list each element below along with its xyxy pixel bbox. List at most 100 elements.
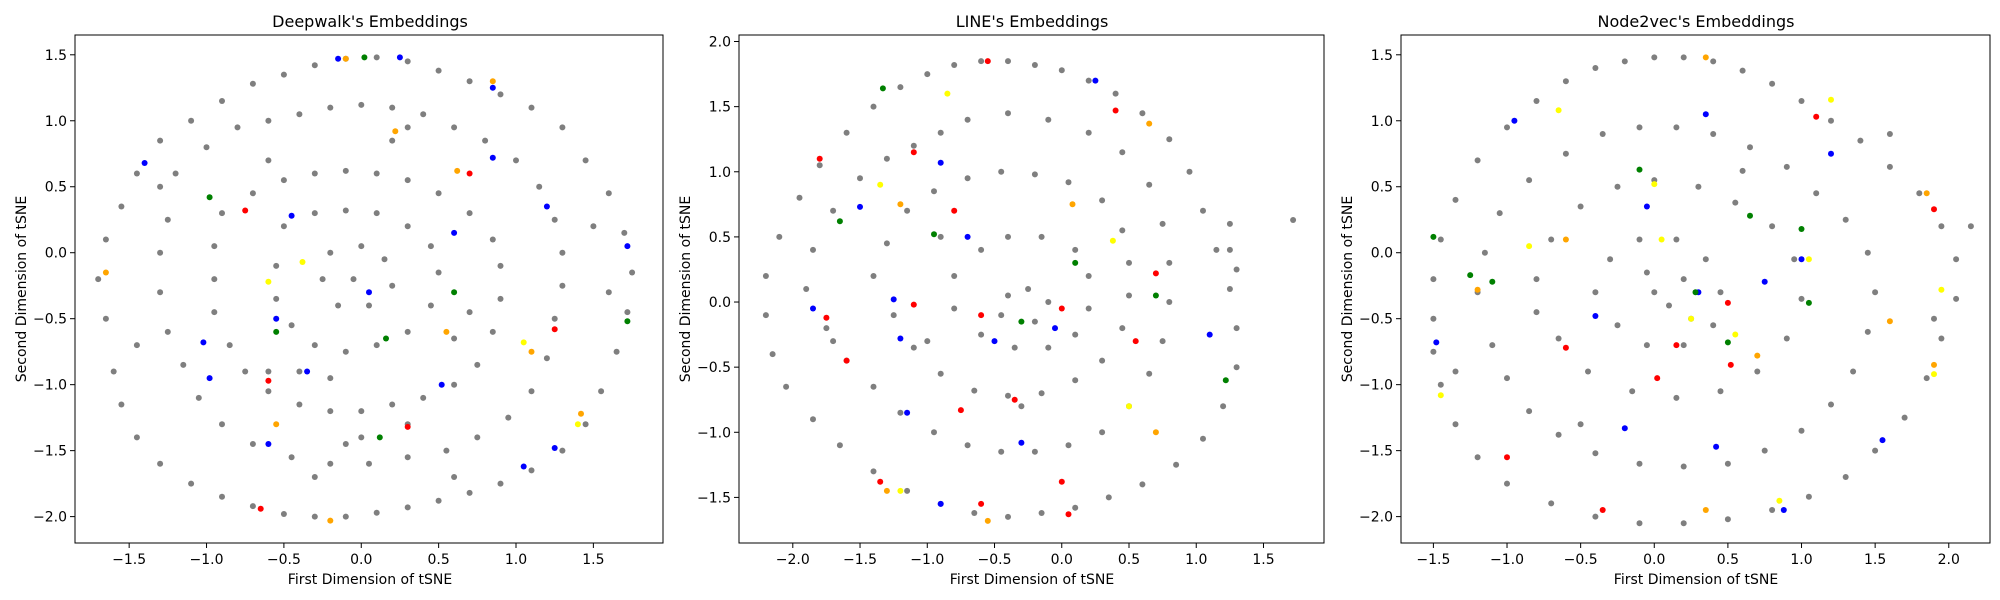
scatter-point xyxy=(543,355,550,362)
scatter-point xyxy=(1636,460,1643,467)
scatter-point xyxy=(1166,136,1173,143)
scatter-point xyxy=(420,394,427,401)
scatter-point xyxy=(810,305,816,312)
scatter-point xyxy=(870,383,877,390)
points-layer xyxy=(1430,54,1974,527)
scatter-point xyxy=(1666,302,1672,309)
plot-frame xyxy=(74,34,664,544)
scatter-point xyxy=(823,314,830,321)
scatter-point xyxy=(304,368,311,375)
scatter-point xyxy=(796,194,803,201)
y-tick-label: −1.5 xyxy=(1359,444,1393,460)
scatter-point xyxy=(265,377,272,384)
scatter-point xyxy=(1206,331,1213,338)
scatter-point xyxy=(489,84,496,91)
scatter-point xyxy=(102,236,109,243)
scatter-point xyxy=(783,383,790,390)
scatter-point xyxy=(1005,392,1011,399)
scatter-point xyxy=(219,98,225,104)
scatter-point xyxy=(497,480,504,487)
scatter-point xyxy=(1038,390,1045,397)
scatter-point xyxy=(311,210,318,217)
scatter-point xyxy=(373,170,380,177)
scatter-point xyxy=(559,124,566,131)
scatter-point xyxy=(1747,144,1753,151)
scatter-point xyxy=(404,423,411,430)
scatter-point xyxy=(1791,256,1798,263)
y-tick-label: −1.0 xyxy=(697,425,731,441)
x-tick-label: 0.0 xyxy=(1643,552,1665,568)
scatter-point xyxy=(830,338,837,345)
scatter-point xyxy=(265,368,272,375)
scatter-point xyxy=(1526,408,1533,415)
scatter-point xyxy=(1146,120,1153,127)
scatter-point xyxy=(157,183,164,190)
scatter-point xyxy=(1526,177,1533,184)
scatter-point xyxy=(1754,368,1761,375)
scatter-point xyxy=(335,55,342,62)
scatter-point xyxy=(823,325,830,332)
scatter-point xyxy=(451,124,458,131)
scatter-point xyxy=(1614,183,1621,190)
scatter-point xyxy=(904,409,911,416)
scatter-point xyxy=(141,160,148,166)
scatter-point xyxy=(1226,246,1233,253)
scatter-point xyxy=(1886,318,1893,325)
scatter-point xyxy=(1031,318,1038,325)
scatter-point xyxy=(110,368,117,375)
scatter-point xyxy=(342,348,349,355)
scatter-point xyxy=(951,62,958,68)
scatter-point xyxy=(1533,309,1540,316)
scatter-point xyxy=(1967,223,1974,230)
scatter-point xyxy=(559,249,566,256)
scatter-point xyxy=(978,246,985,253)
scatter-point xyxy=(1031,62,1038,68)
scatter-point xyxy=(951,207,958,214)
scatter-point xyxy=(206,375,213,382)
scatter-point xyxy=(1481,249,1488,256)
scatter-point xyxy=(1828,401,1834,408)
scatter-point xyxy=(1437,381,1444,388)
x-tick-label: −0.5 xyxy=(1564,552,1598,568)
x-tick-label: 2.0 xyxy=(1938,552,1960,568)
scatter-point xyxy=(1607,256,1614,263)
scatter-point xyxy=(877,181,884,188)
scatter-point xyxy=(1548,236,1555,243)
scatter-point xyxy=(118,203,125,210)
scatter-point xyxy=(897,335,904,342)
scatter-point xyxy=(1562,150,1569,157)
scatter-point xyxy=(1931,315,1937,322)
scatter-point xyxy=(1636,166,1643,173)
scatter-point xyxy=(1452,368,1459,375)
scatter-point xyxy=(404,504,411,511)
scatter-point xyxy=(383,335,389,342)
scatter-point xyxy=(157,289,164,296)
scatter-point xyxy=(1504,454,1510,461)
x-tick-label: 0.0 xyxy=(350,552,372,568)
scatter-point xyxy=(226,342,233,349)
scatter-point xyxy=(1673,342,1680,349)
scatter-point xyxy=(1173,461,1180,468)
scatter-point xyxy=(1489,342,1496,349)
scatter-point xyxy=(1636,124,1643,131)
scatter-point xyxy=(497,262,504,269)
scatter-point xyxy=(133,170,140,177)
y-tick-label: −0.5 xyxy=(33,312,67,328)
scatter-point xyxy=(1923,190,1930,197)
scatter-point xyxy=(466,309,473,316)
scatter-point xyxy=(1592,513,1599,520)
scatter-point xyxy=(1112,90,1119,97)
scatter-point xyxy=(1119,325,1126,332)
scatter-point xyxy=(1018,403,1025,410)
scatter-point xyxy=(466,210,473,217)
scatter-point xyxy=(810,416,816,423)
scatter-point xyxy=(543,203,550,210)
scatter-point xyxy=(102,315,109,322)
scatter-point xyxy=(164,216,171,223)
scatter-point xyxy=(1938,286,1945,293)
x-tick-label: −1.5 xyxy=(112,552,146,568)
scatter-point xyxy=(1798,98,1805,104)
scatter-point xyxy=(1872,447,1879,454)
scatter-point xyxy=(836,218,843,225)
scatter-point xyxy=(621,229,628,236)
